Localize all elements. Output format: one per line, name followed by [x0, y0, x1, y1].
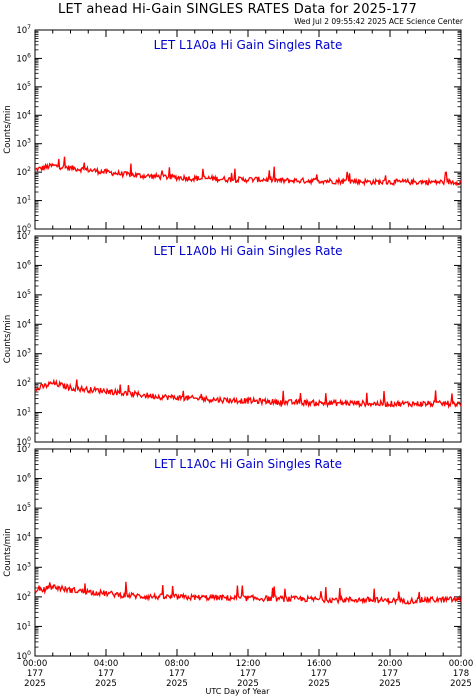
y-tick-label: 105	[16, 502, 31, 514]
y-tick-label: 102	[16, 166, 31, 178]
y-axis-label: Counts/min	[3, 105, 13, 154]
panel-frame	[34, 448, 462, 657]
x-axis-label: UTC Day of Year	[205, 687, 270, 696]
panel-frame	[34, 235, 462, 443]
x-tick-year: 2025	[166, 679, 188, 689]
x-tick-year: 2025	[308, 679, 330, 689]
x-tick-doy: 177	[98, 669, 114, 679]
y-axis-label: Counts/min	[3, 315, 13, 364]
timestamp: Wed Jul 2 09:55:42 2025 ACE Science Cent…	[294, 17, 463, 26]
x-tick-doy: 177	[382, 669, 398, 679]
page-title: LET ahead Hi-Gain SINGLES RATES Data for…	[58, 2, 417, 17]
series-line	[35, 156, 462, 187]
x-tick-year: 2025	[95, 679, 117, 689]
x-tick-doy: 177	[169, 669, 185, 679]
y-tick-label: 105	[16, 81, 31, 93]
y-tick-label: 103	[16, 348, 31, 360]
series-line	[34, 378, 462, 410]
y-tick-label: 101	[16, 195, 31, 207]
y-tick-label: 103	[16, 138, 31, 150]
panel-title: LET L1A0a Hi Gain Singles Rate	[154, 38, 343, 52]
y-tick-label: 100	[16, 223, 31, 235]
y-tick-label: 107	[16, 24, 31, 36]
x-tick-doy: 177	[240, 669, 256, 679]
y-tick-label: 104	[16, 109, 31, 121]
y-tick-label: 101	[16, 407, 31, 419]
x-tick-year: 2025	[24, 679, 46, 689]
x-tick-doy: 177	[311, 669, 327, 679]
y-tick-label: 102	[16, 591, 31, 603]
y-tick-label: 104	[16, 318, 31, 330]
y-tick-label: 106	[16, 473, 31, 485]
y-tick-label: 100	[16, 650, 31, 662]
x-tick-time: 00:00	[449, 659, 474, 669]
x-tick-time: 04:00	[94, 659, 119, 669]
x-tick-time: 16:00	[307, 659, 332, 669]
x-tick-time: 00:00	[23, 659, 48, 669]
x-tick-time: 12:00	[236, 659, 261, 669]
panel-frame	[34, 29, 462, 230]
x-tick-time: 20:00	[378, 659, 403, 669]
x-tick-year: 2025	[237, 679, 259, 689]
y-tick-label: 105	[16, 289, 31, 301]
x-tick-doy: 177	[27, 669, 43, 679]
y-axis-label: Counts/min	[3, 528, 13, 577]
series-line	[34, 581, 462, 606]
x-tick-doy: 178	[453, 669, 469, 679]
panel-title: LET L1A0c Hi Gain Singles Rate	[154, 457, 342, 471]
y-tick-label: 100	[16, 436, 31, 448]
y-tick-label: 102	[16, 377, 31, 389]
y-tick-label: 104	[16, 532, 31, 544]
y-tick-label: 107	[16, 443, 31, 455]
y-tick-label: 101	[16, 620, 31, 632]
y-tick-label: 107	[16, 230, 31, 242]
x-tick-year: 2025	[450, 679, 472, 689]
y-tick-label: 103	[16, 561, 31, 573]
y-tick-label: 106	[16, 259, 31, 271]
x-tick-time: 08:00	[165, 659, 190, 669]
y-tick-label: 106	[16, 52, 31, 64]
x-tick-year: 2025	[379, 679, 401, 689]
panel-title: LET L1A0b Hi Gain Singles Rate	[153, 244, 342, 258]
